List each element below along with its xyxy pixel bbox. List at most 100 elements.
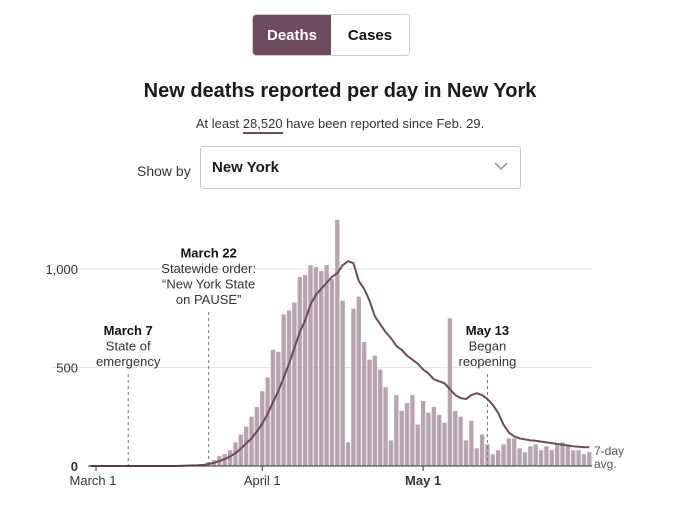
bar: [560, 442, 565, 466]
bar: [458, 416, 463, 466]
bar: [420, 401, 426, 466]
legend-label: 7-day: [594, 444, 624, 458]
bar: [276, 351, 281, 466]
bar: [554, 444, 560, 466]
bar: [313, 267, 319, 466]
y-tick-label: 500: [56, 361, 78, 376]
chart-title: New deaths reported per day in New York: [143, 80, 537, 102]
bar: [361, 341, 367, 466]
deaths-tab[interactable]: Deaths: [253, 15, 331, 55]
metric-toggle: Deaths Cases: [252, 14, 410, 56]
subtitle-prefix: At least: [195, 116, 243, 131]
bar: [587, 452, 592, 466]
annotation-text: Statewide order:: [161, 261, 256, 276]
chevron-down-icon: [494, 162, 508, 171]
bar: [533, 444, 538, 466]
bar: [485, 444, 490, 466]
bar: [345, 442, 351, 466]
bar: [286, 310, 292, 466]
bar: [571, 450, 576, 466]
bar: [512, 438, 517, 466]
bar: [426, 412, 431, 466]
bar: [522, 452, 528, 466]
bar: [383, 387, 388, 466]
bar: [297, 276, 302, 466]
bar: [351, 308, 356, 466]
bar: [324, 265, 329, 466]
bar: [437, 414, 442, 466]
bar: [340, 300, 345, 466]
bar: [528, 446, 533, 466]
bar: [292, 302, 297, 466]
bar: [238, 434, 243, 466]
bar: [474, 448, 479, 466]
y-axis-ticks: 0 500 1,000: [45, 262, 78, 474]
bar: [335, 219, 340, 466]
annotation-title: March 7: [104, 323, 153, 338]
bar: [260, 391, 265, 466]
bar: [319, 271, 324, 466]
annotation-text: Began: [469, 339, 507, 354]
cases-tab[interactable]: Cases: [331, 15, 409, 55]
bar: [447, 318, 453, 466]
bar: [501, 444, 506, 466]
region-select-value: New York: [212, 159, 279, 176]
annotation-text: State of: [106, 339, 151, 354]
bar: [453, 410, 458, 466]
bar: [227, 450, 233, 466]
legend-label: avg.: [594, 457, 617, 471]
y-tick-label: 1,000: [45, 262, 78, 277]
bar: [549, 450, 554, 466]
bar: [356, 296, 361, 466]
bar: [506, 438, 512, 466]
bar: [463, 440, 469, 466]
x-axis: March 1 April 1 May 1: [70, 465, 592, 488]
annotation-text: on PAUSE”: [176, 292, 242, 307]
bar: [388, 440, 394, 466]
bar: [281, 314, 286, 466]
chart-subtitle: At least 28,520 have been reported since…: [0, 116, 680, 134]
bar: [442, 422, 447, 466]
bar: [544, 446, 549, 466]
region-select[interactable]: New York: [200, 146, 521, 189]
annotation-title: May 13: [466, 323, 509, 338]
bar: [378, 369, 383, 466]
x-tick-label: May 1: [405, 473, 441, 488]
bar: [404, 402, 410, 466]
x-tick-label: April 1: [244, 473, 281, 488]
bar: [495, 450, 501, 466]
bar: [254, 406, 260, 466]
bar: [265, 377, 270, 466]
bar: [581, 454, 587, 466]
annotation-text: emergency: [96, 354, 161, 369]
bar: [410, 395, 415, 466]
x-tick-label: March 1: [70, 473, 117, 488]
annotation-title: March 22: [180, 246, 236, 261]
bar: [249, 416, 254, 466]
death-count: 28,520: [242, 116, 283, 134]
bar: [308, 265, 313, 466]
bar: [565, 446, 571, 466]
bar: [243, 426, 249, 466]
y-tick-label: 0: [71, 459, 78, 474]
annotation-text: “New York State: [162, 277, 255, 292]
bars: [179, 219, 592, 466]
bar: [394, 395, 399, 466]
bar: [367, 359, 372, 466]
bar: [490, 454, 495, 466]
bar: [270, 349, 276, 466]
bar: [372, 355, 378, 466]
bar: [302, 274, 308, 466]
bar: [329, 278, 335, 466]
subtitle-suffix: have been reported since Feb. 29.: [282, 116, 485, 131]
bar: [415, 424, 420, 466]
bar: [479, 434, 485, 466]
bar: [399, 410, 404, 466]
bar: [469, 420, 474, 466]
bar: [431, 406, 437, 466]
bar: [517, 448, 522, 466]
bar: [538, 450, 544, 466]
